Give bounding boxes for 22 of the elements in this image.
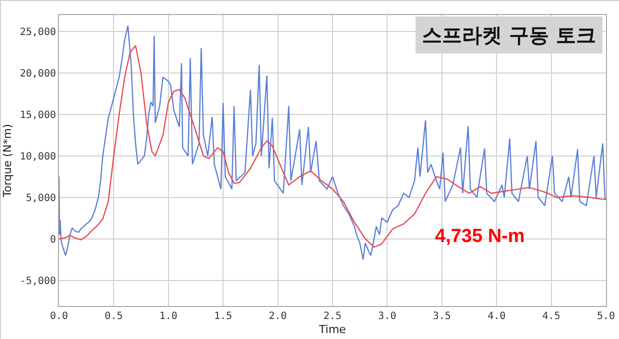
x-tick-label: 2.0: [268, 311, 287, 322]
x-tick-label: 3.0: [378, 311, 396, 322]
x-tick-label: 0.0: [50, 311, 68, 322]
y-axis-title: Torque (N*m): [1, 124, 14, 198]
y-tick-label: 0: [50, 234, 56, 246]
y-tick-label: 20,000: [20, 68, 56, 80]
y-tick-label: 5,000: [26, 192, 56, 204]
x-tick-label: 2.5: [323, 311, 342, 322]
x-tick-label: 0.5: [104, 311, 123, 322]
annotation: 4,735 N-m: [435, 226, 525, 247]
x-tick-label: 4.0: [488, 311, 506, 322]
x-tick-label: 1.0: [159, 311, 178, 322]
text: 스프라켓 구동 토크: [422, 23, 596, 47]
x-tick-label: 3.5: [432, 311, 451, 322]
y-tick-label: 10,000: [20, 151, 56, 162]
y-tick-label: -5,000: [20, 276, 56, 287]
x-tick-label: 5.0: [596, 311, 616, 322]
y-tick-label: 15,000: [20, 110, 56, 121]
x-tick-label: 1.5: [214, 311, 232, 322]
y-tick-label: 25,000: [20, 27, 56, 38]
x-tick-label: 4.5: [542, 311, 560, 322]
x-axis-title: Time: [318, 323, 346, 336]
